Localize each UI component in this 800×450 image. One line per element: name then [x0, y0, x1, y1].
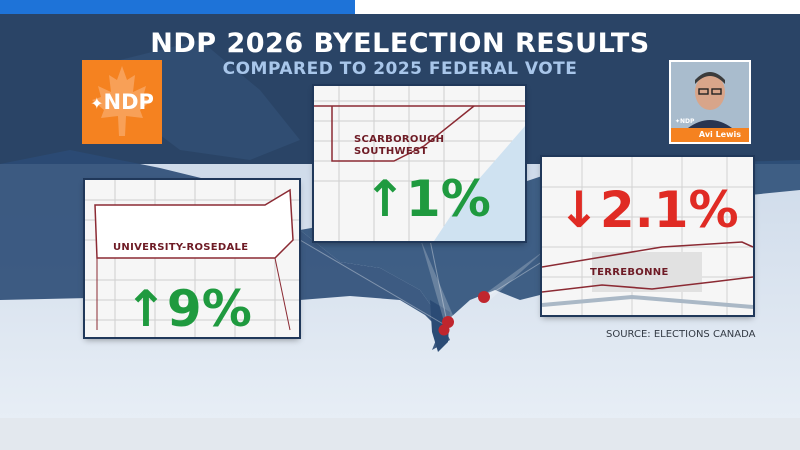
riding-card-university-rosedale: UNIVERSITY-ROSEDALE ↑9%	[85, 180, 299, 337]
top-bar	[0, 0, 800, 14]
top-bar-accent	[0, 0, 355, 14]
arrow-down-icon: ↓	[558, 181, 600, 239]
arrow-up-icon: ↑	[364, 170, 406, 228]
riding-name: UNIVERSITY-ROSEDALE	[113, 242, 249, 253]
candidate-party-tag: ✦NDP	[675, 118, 695, 125]
riding-name: SCARBOROUGH SOUTHWEST	[354, 134, 445, 157]
avatar	[671, 62, 749, 132]
riding-change-value: ↑1%	[364, 170, 491, 228]
ndp-logo: ✦NDP	[82, 60, 162, 144]
riding-card-terrebonne: TERREBONNE ↓2.1%	[542, 157, 753, 315]
riding-map	[314, 86, 525, 241]
riding-change-value: ↑9%	[125, 280, 252, 337]
logo-text: ✦NDP	[90, 90, 154, 114]
candidate-nameplate: Avi Lewis	[671, 128, 749, 142]
riding-map	[542, 157, 753, 315]
candidate-name: Avi Lewis	[698, 130, 741, 139]
maple-leaf-icon	[92, 66, 152, 136]
location-marker-scarborough-southwest	[438, 324, 450, 336]
lower-band	[0, 418, 800, 450]
location-marker-terrebonne	[478, 291, 490, 303]
source-credit: SOURCE: ELECTIONS CANADA	[606, 329, 756, 340]
arrow-up-icon: ↑	[125, 280, 167, 337]
riding-name: TERREBONNE	[590, 267, 669, 278]
riding-card-scarborough-southwest: SCARBOROUGH SOUTHWEST ↑1%	[314, 86, 525, 241]
page-title: NDP 2026 BYELECTION RESULTS	[150, 28, 650, 59]
page-subtitle: COMPARED TO 2025 FEDERAL VOTE	[222, 59, 578, 79]
riding-change-value: ↓2.1%	[558, 181, 739, 239]
candidate-photo: ✦NDP Avi Lewis	[669, 60, 751, 144]
riding-map	[85, 180, 299, 337]
